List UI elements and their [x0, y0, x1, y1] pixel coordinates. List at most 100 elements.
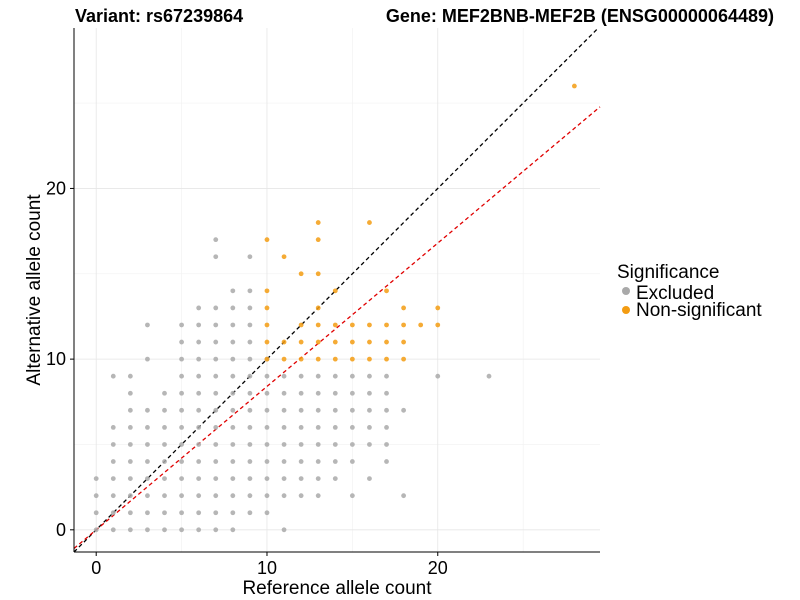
- data-point-excluded: [162, 442, 167, 447]
- legend-title: Significance: [617, 262, 719, 283]
- data-point-excluded: [213, 493, 219, 499]
- y-axis-title: Alternative allele count: [24, 194, 45, 386]
- data-point-non-significant: [264, 237, 270, 243]
- data-point-excluded: [264, 425, 270, 430]
- data-point-excluded: [110, 425, 116, 430]
- data-point-excluded: [264, 476, 270, 482]
- data-point-excluded: [93, 493, 99, 499]
- data-point-excluded: [384, 459, 389, 464]
- data-point-non-significant: [332, 339, 338, 345]
- data-point-excluded: [162, 390, 167, 396]
- data-point-non-significant: [281, 339, 287, 345]
- data-point-excluded: [349, 459, 355, 464]
- data-point-excluded: [179, 407, 184, 413]
- data-point-excluded: [247, 305, 253, 311]
- data-point-excluded: [196, 510, 202, 516]
- data-point-excluded: [162, 425, 167, 430]
- data-point-excluded: [127, 510, 133, 516]
- data-point-non-significant: [315, 271, 321, 277]
- data-point-excluded: [401, 407, 407, 413]
- data-point-non-significant: [315, 339, 321, 345]
- data-point-non-significant: [401, 339, 407, 345]
- data-point-non-significant: [298, 271, 304, 277]
- data-point-excluded: [213, 339, 219, 345]
- data-point-excluded: [315, 407, 321, 413]
- data-point-excluded: [247, 476, 253, 482]
- data-point-excluded: [179, 442, 184, 447]
- data-point-excluded: [127, 425, 133, 430]
- data-point-excluded: [247, 510, 253, 516]
- data-point-excluded: [145, 442, 150, 447]
- data-point-excluded: [127, 442, 133, 447]
- data-point-excluded: [213, 322, 219, 328]
- x-tick-label: 20: [428, 558, 448, 578]
- data-point-excluded: [127, 390, 133, 396]
- data-point-excluded: [230, 442, 236, 447]
- data-point-excluded: [110, 373, 116, 379]
- data-point-non-significant: [349, 356, 355, 362]
- data-point-excluded: [162, 407, 167, 413]
- data-point-non-significant: [315, 220, 321, 225]
- data-point-non-significant: [264, 356, 270, 362]
- data-point-non-significant: [332, 356, 338, 362]
- data-point-excluded: [213, 527, 219, 533]
- data-point-excluded: [349, 442, 355, 447]
- data-point-non-significant: [349, 322, 355, 328]
- data-point-excluded: [213, 237, 219, 243]
- data-point-excluded: [196, 459, 202, 464]
- data-point-non-significant: [401, 322, 407, 328]
- data-point-excluded: [247, 459, 253, 464]
- data-point-excluded: [196, 305, 202, 311]
- data-point-excluded: [230, 510, 236, 516]
- data-point-excluded: [281, 527, 287, 533]
- data-point-non-significant: [401, 356, 407, 362]
- data-point-non-significant: [315, 237, 321, 243]
- data-point-excluded: [332, 442, 338, 447]
- data-point-non-significant: [332, 322, 338, 328]
- data-point-non-significant: [281, 254, 287, 260]
- data-point-excluded: [264, 390, 270, 396]
- data-point-excluded: [349, 390, 355, 396]
- data-point-excluded: [298, 442, 304, 447]
- data-point-excluded: [247, 356, 253, 362]
- data-point-excluded: [196, 390, 202, 396]
- data-point-excluded: [196, 527, 202, 533]
- data-point-excluded: [367, 407, 372, 413]
- data-point-excluded: [384, 373, 389, 379]
- data-point-excluded: [179, 373, 184, 379]
- data-point-excluded: [179, 493, 184, 499]
- data-point-non-significant: [315, 305, 321, 311]
- data-point-excluded: [93, 527, 99, 533]
- data-point-excluded: [486, 373, 492, 379]
- data-point-excluded: [247, 339, 253, 345]
- chart-title-gene: Gene: MEF2BNB-MEF2B (ENSG00000064489): [386, 6, 774, 26]
- data-point-excluded: [196, 442, 202, 447]
- data-point-excluded: [213, 442, 219, 447]
- data-point-excluded: [196, 339, 202, 345]
- data-point-excluded: [315, 425, 321, 430]
- data-point-excluded: [230, 322, 236, 328]
- data-point-non-significant: [332, 288, 338, 294]
- data-point-excluded: [213, 510, 219, 516]
- legend-swatch-non-significant: [622, 306, 630, 314]
- data-point-excluded: [384, 442, 389, 447]
- data-point-excluded: [213, 305, 219, 311]
- data-point-excluded: [298, 373, 304, 379]
- data-point-excluded: [145, 425, 150, 430]
- reference-line-identity: [73, 27, 599, 553]
- data-point-excluded: [230, 390, 236, 396]
- data-point-excluded: [264, 407, 270, 413]
- reference-lines: [73, 27, 601, 553]
- data-point-non-significant: [298, 322, 304, 328]
- data-point-excluded: [230, 288, 236, 294]
- y-tick-label: 10: [46, 349, 66, 369]
- data-point-excluded: [196, 476, 202, 482]
- data-point-excluded: [384, 390, 389, 396]
- data-point-excluded: [196, 322, 202, 328]
- data-point-excluded: [179, 339, 184, 345]
- legend-label-non-significant: Non-significant: [636, 300, 762, 321]
- data-point-excluded: [230, 407, 236, 413]
- data-point-excluded: [196, 373, 202, 379]
- data-point-excluded: [179, 425, 184, 430]
- data-point-excluded: [315, 459, 321, 464]
